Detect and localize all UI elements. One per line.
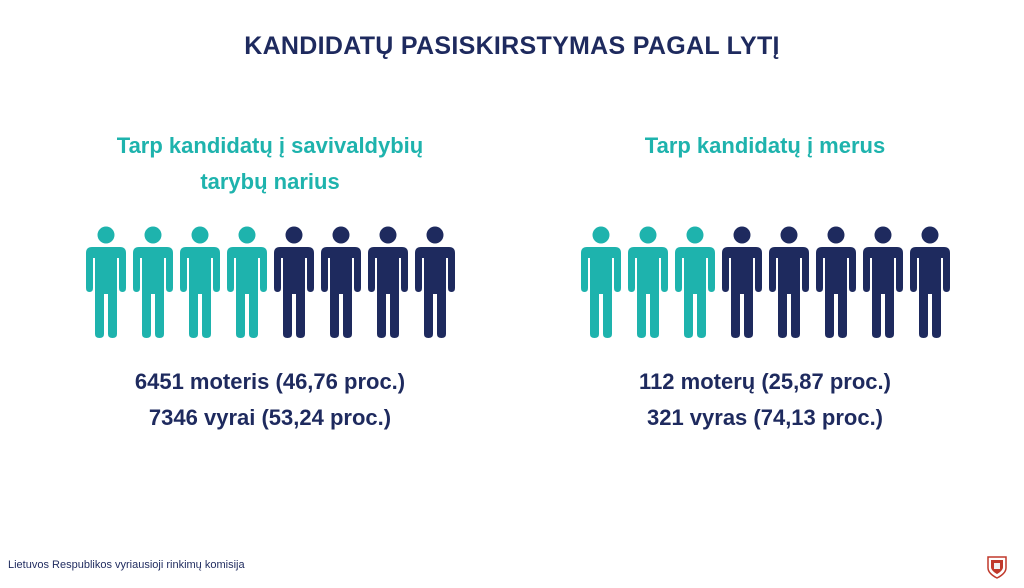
person-icon-female bbox=[627, 226, 668, 338]
pictogram-row bbox=[40, 226, 500, 338]
person-icon-male bbox=[815, 226, 856, 338]
person-icon-female bbox=[179, 226, 220, 338]
stat-label-female: 6451 moteris (46,76 proc.) bbox=[134, 369, 406, 394]
person-icon-male bbox=[768, 226, 809, 338]
footer-organization: Lietuvos Respublikos vyriausioji rinkimų… bbox=[8, 559, 245, 571]
person-icon-female bbox=[85, 226, 126, 338]
person-icon-female bbox=[580, 226, 621, 338]
person-icon-male bbox=[320, 226, 361, 338]
chart-subtitle-line-1: Tarp kandidatų į savivaldybių bbox=[116, 133, 424, 158]
person-icon-female bbox=[132, 226, 173, 338]
person-icon-male bbox=[273, 226, 314, 338]
pictogram-row bbox=[535, 226, 995, 338]
person-icon-female bbox=[226, 226, 267, 338]
chart-panel-mayors: Tarp kandidatų į merus 112 moterų (25,87… bbox=[535, 128, 995, 436]
person-icon-male bbox=[414, 226, 455, 338]
stat-label-male: 7346 vyrai (53,24 proc.) bbox=[148, 405, 392, 430]
chart-panel-councils: Tarp kandidatų į savivaldybių tarybų nar… bbox=[40, 128, 500, 436]
chart-stats: 6451 moteris (46,76 proc.) 7346 vyrai (5… bbox=[40, 364, 500, 436]
chart-subtitle: Tarp kandidatų į merus bbox=[535, 128, 995, 204]
person-icon-male bbox=[721, 226, 762, 338]
stat-label-female: 112 moterų (25,87 proc.) bbox=[639, 369, 891, 394]
person-icon-female bbox=[674, 226, 715, 338]
stat-label-male: 321 vyras (74,13 proc.) bbox=[646, 405, 884, 430]
chart-subtitle-line-2: tarybų narius bbox=[200, 169, 340, 194]
chart-subtitle: Tarp kandidatų į savivaldybių tarybų nar… bbox=[40, 128, 500, 204]
person-icon-male bbox=[862, 226, 903, 338]
chart-stats: 112 moterų (25,87 proc.) 321 vyras (74,1… bbox=[535, 364, 995, 436]
coat-of-arms-icon bbox=[987, 556, 1007, 579]
person-icon-male bbox=[367, 226, 408, 338]
chart-subtitle-line-1: Tarp kandidatų į merus bbox=[644, 133, 886, 158]
page-title: KANDIDATŲ PASISKIRSTYMAS PAGAL LYTĮ bbox=[244, 32, 780, 60]
person-icon-male bbox=[909, 226, 950, 338]
